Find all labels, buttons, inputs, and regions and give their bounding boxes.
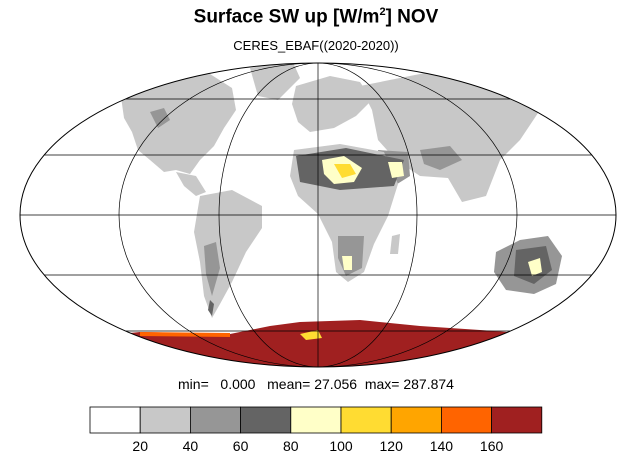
mean-label: mean= [267, 376, 311, 392]
colorbar-box [240, 406, 292, 434]
colorbar-box [440, 406, 492, 434]
australia-bright [528, 258, 542, 276]
colorbar-tick-label: 160 [480, 438, 504, 454]
colorbar-box [139, 406, 191, 434]
central-america-land [176, 172, 206, 196]
andes-dark [208, 300, 214, 316]
map-subtitle: CERES_EBAF((2020-2020)) [233, 38, 399, 53]
madagascar-land [390, 234, 400, 254]
colorbar-tick-label: 20 [132, 438, 148, 454]
max-value: 287.874 [403, 376, 454, 392]
stats-line: min= 0.000 mean= 27.056 max= 287.874 [0, 376, 632, 392]
colorbar-box [290, 406, 342, 434]
mean-value: 27.056 [314, 376, 358, 392]
colorbar-tick-label: 60 [233, 438, 249, 454]
min-value: 0.000 [220, 376, 256, 392]
colorbar-tick-label: 40 [183, 438, 199, 454]
map-title: Surface SW up [W/m2] NOV [193, 6, 439, 28]
colorbar-box [390, 406, 442, 434]
europe-land [292, 76, 372, 132]
north-america-dark [150, 108, 170, 128]
antarctica-land [60, 320, 616, 367]
sahara-yellow [334, 164, 356, 178]
antarctica-peninsula-bright [300, 330, 322, 340]
asia-land [360, 72, 540, 202]
colorbar-box [491, 406, 543, 434]
colorbar-box [340, 406, 392, 434]
asia-dark [420, 146, 462, 170]
colorbar-tick-label: 80 [283, 438, 299, 454]
antarctica-edge-orange [140, 332, 230, 337]
min-label: min= [178, 376, 209, 392]
colorbar-box [189, 406, 241, 434]
kalahari-bright [342, 256, 352, 270]
colorbar-box [89, 406, 141, 434]
colorbar-tick-label: 140 [430, 438, 454, 454]
south-america-dark [204, 242, 220, 296]
sahara-bright-east [388, 162, 404, 178]
max-label: max= [364, 376, 400, 392]
colorbar-tick-label: 100 [329, 438, 353, 454]
globe-outline [19, 62, 617, 368]
title-superscript: 2 [379, 6, 386, 18]
colorbar-tick-label: 120 [380, 438, 404, 454]
